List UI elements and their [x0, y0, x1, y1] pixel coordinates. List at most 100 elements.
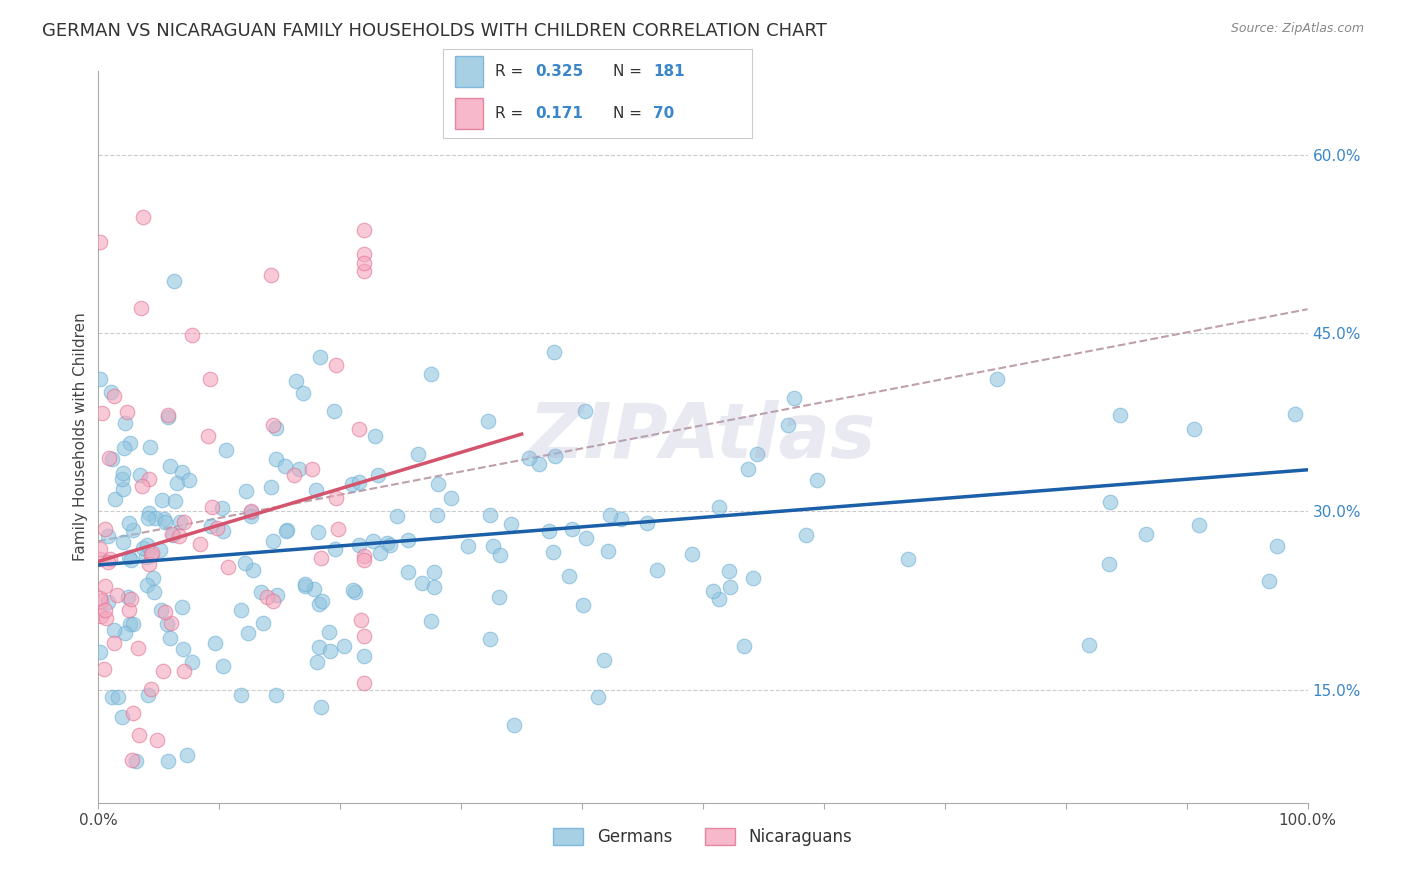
- Point: [112, 534, 135, 549]
- Point: [201, 500, 224, 514]
- Point: [100, 385, 122, 400]
- Point: [378, 538, 401, 552]
- FancyBboxPatch shape: [456, 56, 484, 87]
- Point: [478, 632, 501, 646]
- Point: [543, 345, 565, 359]
- Point: [1099, 495, 1122, 509]
- Point: [264, 688, 287, 702]
- Point: [156, 408, 179, 422]
- Point: [121, 553, 143, 567]
- Point: [131, 478, 153, 492]
- Point: [89, 542, 111, 557]
- Point: [121, 617, 143, 632]
- Point: [745, 447, 768, 461]
- Point: [149, 542, 172, 557]
- Point: [406, 447, 429, 461]
- Point: [101, 690, 124, 704]
- Point: [98, 552, 121, 566]
- Point: [294, 579, 316, 593]
- Point: [107, 690, 129, 705]
- Text: 0.171: 0.171: [536, 106, 583, 120]
- Point: [120, 592, 142, 607]
- Point: [235, 484, 257, 499]
- Point: [111, 482, 134, 496]
- Point: [266, 588, 288, 602]
- Point: [229, 603, 252, 617]
- Point: [561, 522, 583, 536]
- Point: [159, 458, 181, 473]
- Point: [709, 592, 731, 607]
- Point: [159, 616, 181, 631]
- Point: [215, 443, 238, 458]
- Point: [1098, 557, 1121, 571]
- Point: [242, 563, 264, 577]
- Point: [742, 571, 765, 585]
- Point: [136, 577, 159, 591]
- Point: [136, 510, 159, 524]
- Point: [112, 441, 135, 455]
- Point: [93, 662, 115, 676]
- Point: [440, 491, 463, 505]
- Point: [529, 458, 551, 472]
- Point: [211, 500, 233, 515]
- Legend: Germans, Nicaraguans: Germans, Nicaraguans: [547, 822, 859, 853]
- Point: [117, 590, 139, 604]
- Text: 181: 181: [654, 64, 685, 78]
- Point: [162, 528, 184, 542]
- Point: [541, 545, 564, 559]
- Point: [353, 675, 375, 690]
- Point: [132, 541, 155, 556]
- Point: [139, 681, 162, 696]
- Point: [318, 625, 340, 640]
- Point: [340, 476, 363, 491]
- Y-axis label: Family Households with Children: Family Households with Children: [73, 313, 89, 561]
- Point: [294, 577, 316, 591]
- Point: [308, 597, 330, 611]
- Point: [172, 642, 194, 657]
- Point: [304, 582, 326, 597]
- Point: [121, 753, 143, 767]
- Point: [205, 521, 228, 535]
- Point: [165, 493, 187, 508]
- Point: [599, 508, 621, 522]
- Text: GERMAN VS NICARAGUAN FAMILY HOUSEHOLDS WITH CHILDREN CORRELATION CHART: GERMAN VS NICARAGUAN FAMILY HOUSEHOLDS W…: [42, 22, 827, 40]
- Point: [353, 549, 375, 563]
- Point: [143, 510, 166, 524]
- Point: [181, 655, 204, 669]
- Point: [353, 246, 375, 260]
- Point: [517, 451, 540, 466]
- Point: [146, 733, 169, 747]
- Point: [117, 516, 139, 531]
- Point: [502, 718, 524, 732]
- Point: [319, 643, 342, 657]
- Point: [262, 417, 284, 432]
- Point: [103, 624, 125, 638]
- Point: [103, 636, 125, 650]
- Point: [127, 640, 149, 655]
- Text: ZIPAtlas: ZIPAtlas: [529, 401, 877, 474]
- Point: [322, 404, 344, 418]
- Point: [169, 515, 191, 529]
- Point: [138, 557, 160, 571]
- Point: [218, 559, 240, 574]
- Point: [309, 699, 332, 714]
- Point: [264, 420, 287, 434]
- Point: [239, 504, 262, 518]
- Point: [288, 462, 311, 476]
- Point: [347, 475, 370, 490]
- Point: [309, 550, 332, 565]
- Point: [212, 524, 235, 538]
- Point: [420, 614, 443, 628]
- Point: [122, 523, 145, 537]
- Point: [118, 549, 141, 564]
- Point: [262, 533, 284, 548]
- Point: [141, 548, 163, 562]
- Point: [276, 524, 298, 538]
- Point: [111, 472, 134, 486]
- Point: [260, 268, 283, 283]
- Point: [794, 528, 817, 542]
- Point: [211, 659, 233, 673]
- Point: [262, 594, 284, 608]
- Point: [598, 543, 620, 558]
- Point: [592, 652, 614, 666]
